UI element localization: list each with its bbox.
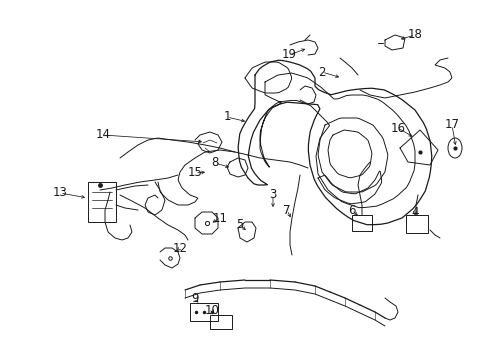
Bar <box>351 215 371 231</box>
Text: 10: 10 <box>204 303 219 316</box>
Bar <box>190 303 218 321</box>
Text: 8: 8 <box>211 157 218 170</box>
Text: 2: 2 <box>318 66 325 78</box>
Text: 14: 14 <box>95 129 110 141</box>
Text: 17: 17 <box>444 118 459 131</box>
Text: 3: 3 <box>269 189 276 202</box>
Text: 11: 11 <box>212 211 227 225</box>
Text: 7: 7 <box>283 203 290 216</box>
Text: 1: 1 <box>223 111 230 123</box>
Text: 6: 6 <box>347 203 355 216</box>
Text: 4: 4 <box>410 206 418 219</box>
Text: 18: 18 <box>407 28 422 41</box>
Text: 16: 16 <box>390 122 405 135</box>
Text: 5: 5 <box>236 219 243 231</box>
Text: 19: 19 <box>281 49 296 62</box>
Text: 15: 15 <box>187 166 202 180</box>
Bar <box>209 315 231 329</box>
Text: 12: 12 <box>172 242 187 255</box>
Text: 13: 13 <box>52 186 67 199</box>
Bar <box>405 215 427 233</box>
Text: 9: 9 <box>191 292 198 305</box>
Bar <box>88 182 116 222</box>
